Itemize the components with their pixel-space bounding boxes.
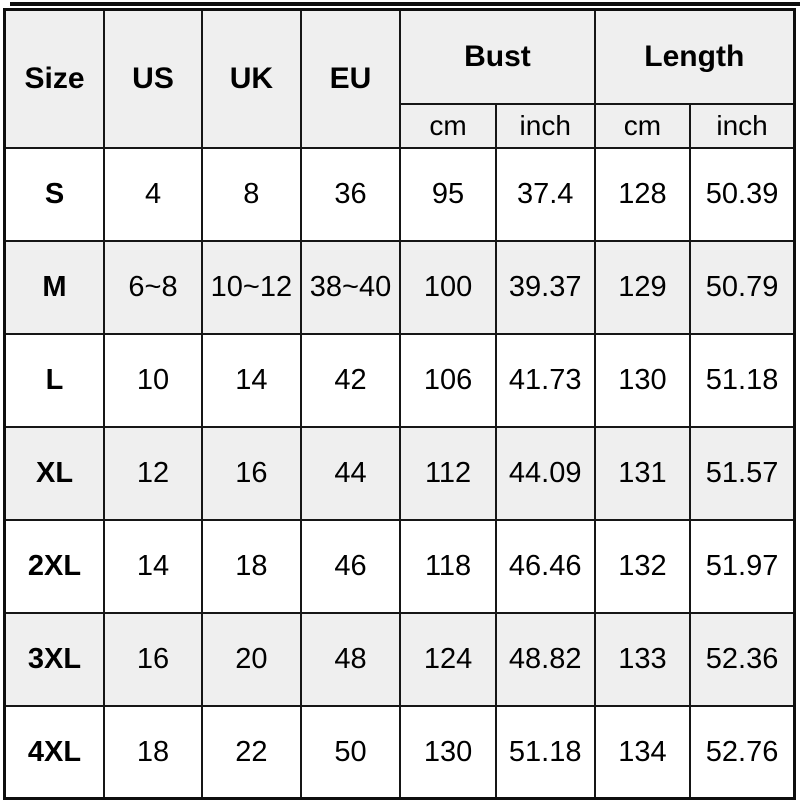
- cell-eu: 46: [299, 519, 402, 614]
- cell-us: 12: [103, 426, 203, 521]
- cell-length-inch: 51.57: [689, 426, 796, 521]
- col-header-us: US: [103, 8, 203, 149]
- table-row-l: L 10 14 42 106 41.73 130 51.18: [3, 333, 796, 428]
- cell-eu: 50: [299, 705, 402, 800]
- subheader-length-cm: cm: [593, 103, 692, 149]
- row-label-size: L: [3, 333, 106, 428]
- cell-length-cm: 130: [593, 333, 692, 428]
- cell-bust-inch: 44.09: [494, 426, 596, 521]
- cell-bust-inch: 39.37: [494, 240, 596, 335]
- cell-uk: 10~12: [200, 240, 302, 335]
- table-row-s: S 4 8 36 95 37.4 128 50.39: [3, 147, 796, 242]
- cell-bust-cm: 95: [399, 147, 497, 242]
- cell-uk: 8: [200, 147, 302, 242]
- cell-length-inch: 52.36: [689, 612, 796, 707]
- cell-bust-cm: 100: [399, 240, 497, 335]
- cell-us: 14: [103, 519, 203, 614]
- row-label-size: M: [3, 240, 106, 335]
- table-row-3xl: 3XL 16 20 48 124 48.82 133 52.36: [3, 612, 796, 707]
- cell-length-inch: 52.76: [689, 705, 796, 800]
- cell-length-inch: 51.97: [689, 519, 796, 614]
- subheader-bust-cm: cm: [399, 103, 497, 149]
- cell-eu: 42: [299, 333, 402, 428]
- cell-bust-cm: 130: [399, 705, 497, 800]
- col-header-size: Size: [3, 8, 106, 149]
- cell-bust-cm: 124: [399, 612, 497, 707]
- row-label-size: 4XL: [3, 705, 106, 800]
- cell-uk: 18: [200, 519, 302, 614]
- col-header-length: Length: [593, 8, 796, 105]
- cell-bust-inch: 46.46: [494, 519, 596, 614]
- header-row-units: cm inch cm inch: [5, 103, 796, 149]
- cell-bust-inch: 48.82: [494, 612, 596, 707]
- row-label-size: XL: [3, 426, 106, 521]
- cell-bust-cm: 112: [399, 426, 497, 521]
- cell-uk: 20: [200, 612, 302, 707]
- col-header-uk: UK: [200, 8, 302, 149]
- cell-length-inch: 50.79: [689, 240, 796, 335]
- cell-us: 10: [103, 333, 203, 428]
- col-header-eu: EU: [299, 8, 402, 149]
- cell-us: 4: [103, 147, 203, 242]
- cell-bust-cm: 106: [399, 333, 497, 428]
- cell-length-cm: 129: [593, 240, 692, 335]
- cell-us: 16: [103, 612, 203, 707]
- col-header-bust: Bust: [399, 8, 596, 105]
- cell-uk: 14: [200, 333, 302, 428]
- cell-length-cm: 128: [593, 147, 692, 242]
- header-row-main: Size US UK EU Bust Length: [3, 8, 796, 149]
- cell-us: 18: [103, 705, 203, 800]
- cell-eu: 38~40: [299, 240, 402, 335]
- cell-uk: 16: [200, 426, 302, 521]
- table-row-4xl: 4XL 18 22 50 130 51.18 134 52.76: [3, 705, 796, 800]
- cell-length-cm: 131: [593, 426, 692, 521]
- cell-length-inch: 51.18: [689, 333, 796, 428]
- table-row-2xl: 2XL 14 18 46 118 46.46 132 51.97: [3, 519, 796, 614]
- cell-bust-cm: 118: [399, 519, 497, 614]
- cell-bust-inch: 41.73: [494, 333, 596, 428]
- cell-bust-inch: 37.4: [494, 147, 596, 242]
- cell-us: 6~8: [103, 240, 203, 335]
- row-label-size: 3XL: [3, 612, 106, 707]
- cell-length-cm: 134: [593, 705, 692, 800]
- table-row-m: M 6~8 10~12 38~40 100 39.37 129 50.79: [3, 240, 796, 335]
- size-chart-table: Size US UK EU Bust Length cm inch cm inc…: [3, 8, 796, 800]
- cell-length-cm: 132: [593, 519, 692, 614]
- cell-length-inch: 50.39: [689, 147, 796, 242]
- subheader-bust-inch: inch: [494, 103, 596, 149]
- subheader-length-inch: inch: [689, 103, 796, 149]
- cell-eu: 36: [299, 147, 402, 242]
- cell-eu: 48: [299, 612, 402, 707]
- cell-uk: 22: [200, 705, 302, 800]
- cell-length-cm: 133: [593, 612, 692, 707]
- cell-bust-inch: 51.18: [494, 705, 596, 800]
- row-label-size: 2XL: [3, 519, 106, 614]
- table-row-xl: XL 12 16 44 112 44.09 131 51.57: [3, 426, 796, 521]
- top-divider-line: [10, 2, 800, 6]
- row-label-size: S: [3, 147, 106, 242]
- cell-eu: 44: [299, 426, 402, 521]
